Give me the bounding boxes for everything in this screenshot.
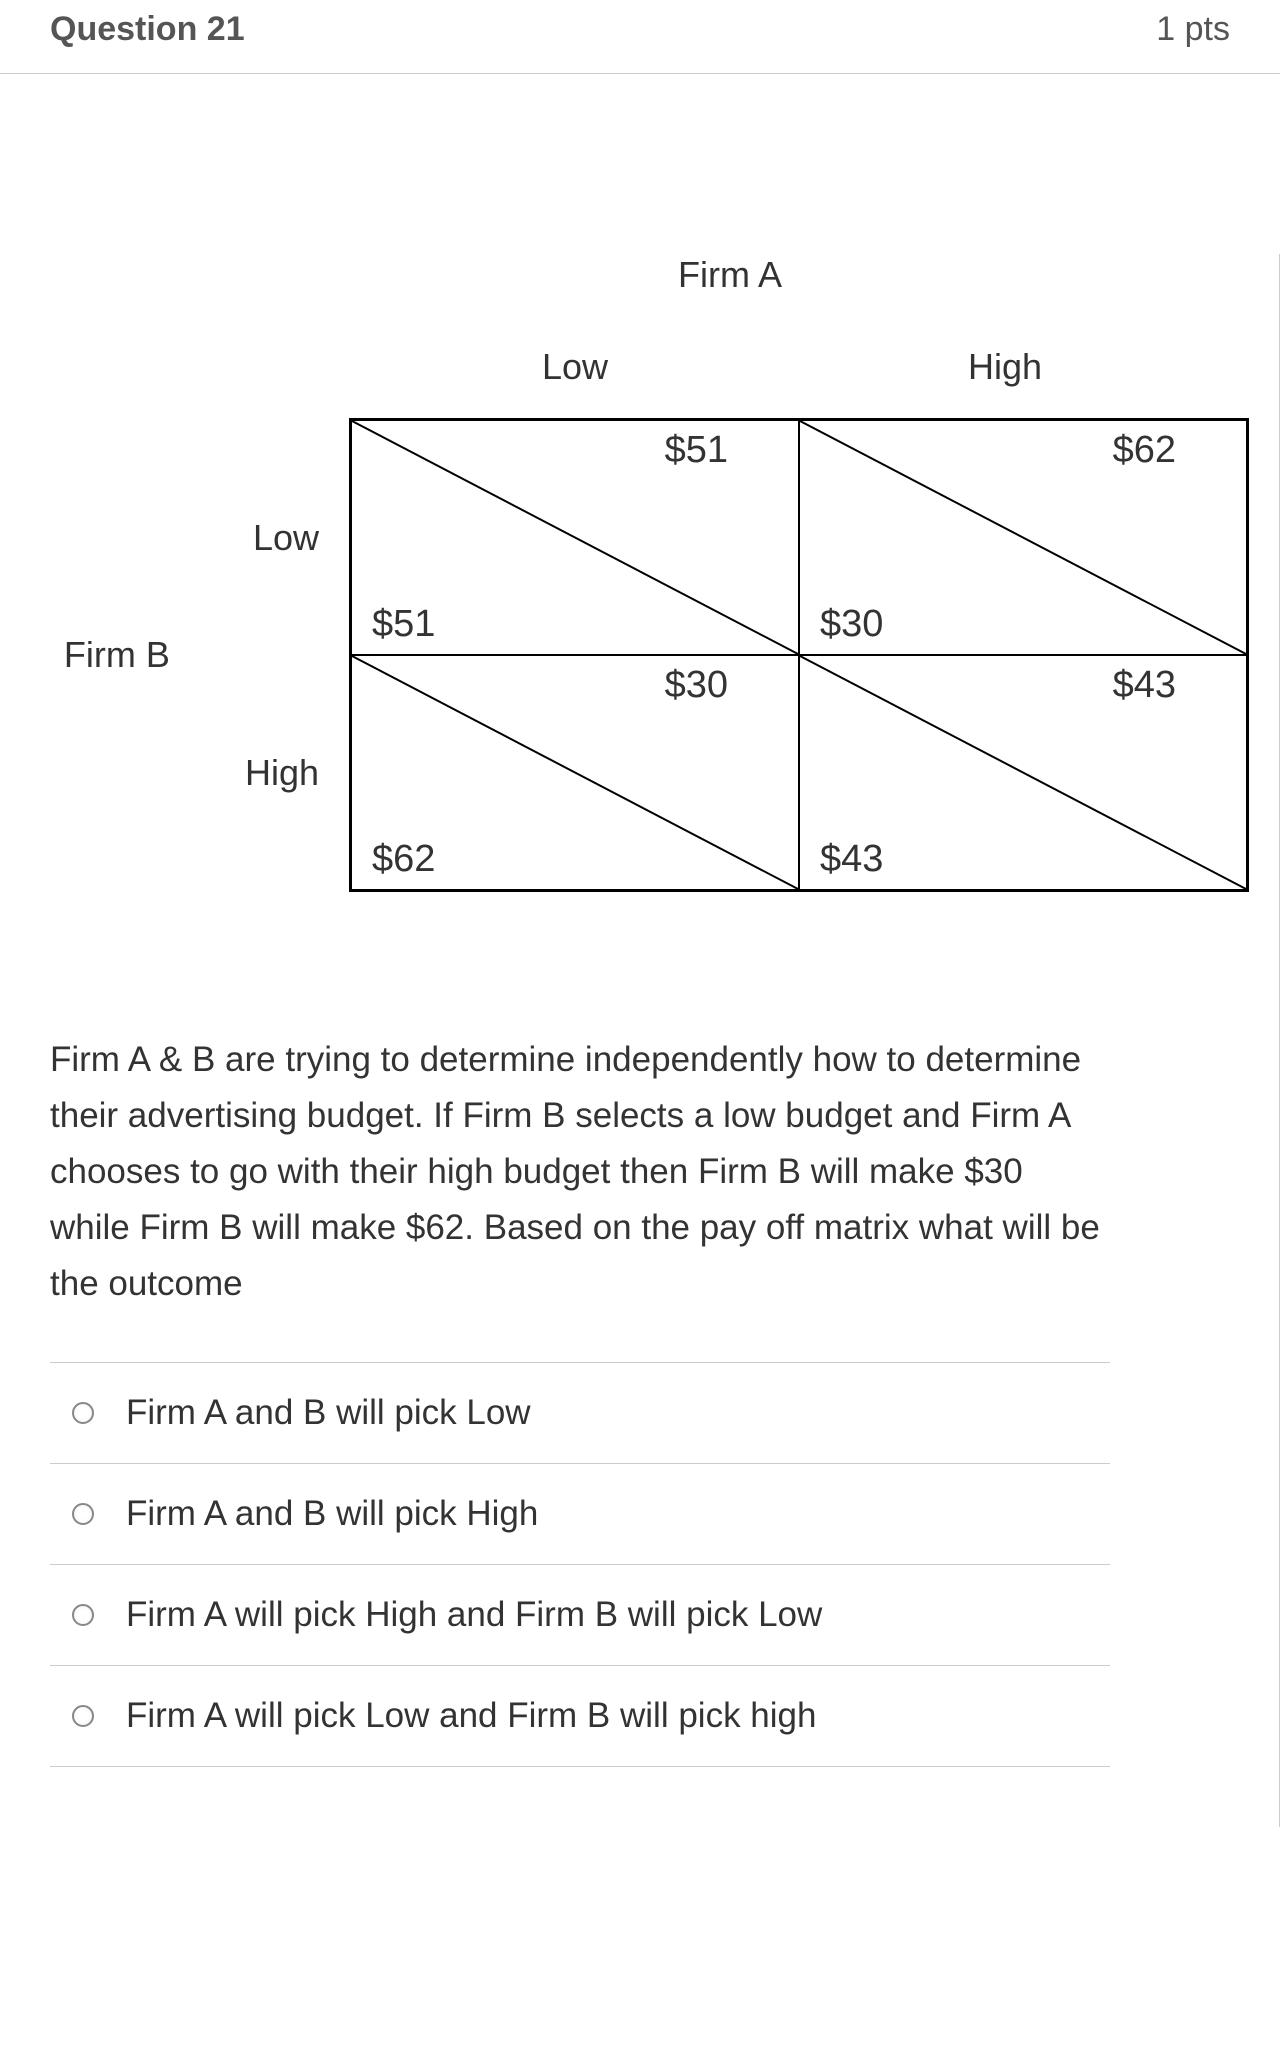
question-content: Firm A Low High Firm B Low High $51 $51: [0, 254, 1280, 1827]
radio-icon[interactable]: [72, 1705, 94, 1727]
cell-0-1: $62 $30: [799, 420, 1247, 655]
radio-icon[interactable]: [72, 1402, 94, 1424]
cell-0-0: $51 $51: [351, 420, 799, 655]
answer-text: Firm A will pick Low and Firm B will pic…: [126, 1696, 816, 1736]
col-label-low: Low: [360, 346, 790, 388]
payoff-firm-b: $51: [372, 603, 435, 646]
question-prompt: Firm A & B are trying to determine indep…: [30, 1032, 1130, 1362]
payoff-firm-a: $62: [1113, 429, 1176, 472]
payoff-firm-a: $51: [665, 429, 728, 472]
matrix-row-1: $30 $62 $43 $43: [351, 655, 1247, 890]
row-label-high: High: [204, 655, 339, 890]
payoff-firm-b: $30: [820, 603, 883, 646]
answer-option-0[interactable]: Firm A and B will pick Low: [50, 1362, 1110, 1463]
answer-option-2[interactable]: Firm A will pick High and Firm B will pi…: [50, 1564, 1110, 1665]
row-labels: Low High: [204, 420, 339, 890]
answer-option-1[interactable]: Firm A and B will pick High: [50, 1463, 1110, 1564]
radio-icon[interactable]: [72, 1604, 94, 1626]
answer-text: Firm A and B will pick Low: [126, 1393, 531, 1433]
answer-text: Firm A will pick High and Firm B will pi…: [126, 1595, 822, 1635]
payoff-firm-b: $62: [372, 838, 435, 881]
payoff-firm-a: $30: [665, 664, 728, 707]
answer-text: Firm A and B will pick High: [126, 1494, 538, 1534]
matrix-row-0: $51 $51 $62 $30: [351, 420, 1247, 655]
col-label-high: High: [790, 346, 1220, 388]
player-left-label: Firm B: [30, 634, 204, 676]
question-header: Question 21 1 pts: [0, 0, 1280, 74]
player-top-label: Firm A: [430, 254, 1030, 296]
question-points: 1 pts: [1156, 10, 1230, 49]
question-title: Question 21: [50, 10, 245, 49]
payoff-firm-b: $43: [820, 838, 883, 881]
column-labels: Low High: [360, 346, 1260, 388]
payoff-matrix: Firm A Low High Firm B Low High $51 $51: [30, 254, 1249, 892]
radio-icon[interactable]: [72, 1503, 94, 1525]
answer-options: Firm A and B will pick Low Firm A and B …: [30, 1362, 1130, 1827]
cell-1-1: $43 $43: [799, 655, 1247, 890]
payoff-firm-a: $43: [1113, 664, 1176, 707]
cell-1-0: $30 $62: [351, 655, 799, 890]
row-label-low: Low: [204, 420, 339, 655]
answer-option-3[interactable]: Firm A will pick Low and Firm B will pic…: [50, 1665, 1110, 1767]
matrix-grid: $51 $51 $62 $30 $30 $62: [349, 418, 1249, 892]
